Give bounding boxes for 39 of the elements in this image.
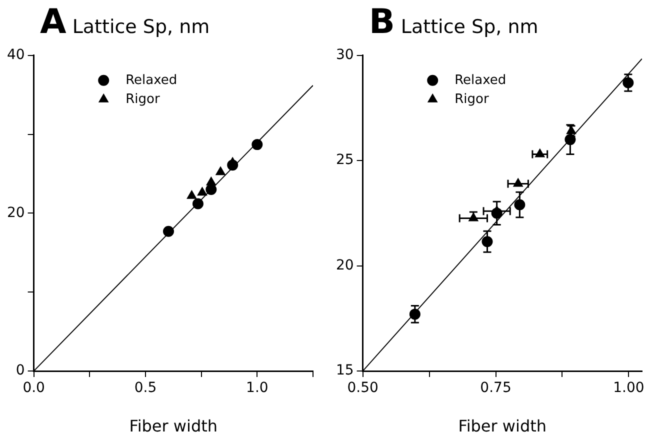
y-tick-label: 20 xyxy=(6,204,25,221)
chart-title: A Lattice Sp, nm xyxy=(39,1,211,44)
x-tick-label: 0.75 xyxy=(480,380,512,396)
y-tick-label: 20 xyxy=(336,257,354,274)
point xyxy=(622,77,634,88)
point xyxy=(566,126,576,134)
point xyxy=(491,208,502,219)
point xyxy=(409,308,420,320)
point xyxy=(192,198,204,210)
x-axis-title: Fiber width xyxy=(129,416,218,436)
y-tick-label: 40 xyxy=(6,47,25,64)
point xyxy=(514,199,526,210)
point xyxy=(162,226,174,237)
x-tick-label: 0.50 xyxy=(347,380,378,396)
point xyxy=(564,134,576,146)
legend-label: Relaxed xyxy=(454,72,506,88)
chart-title: B Lattice Sp, nm xyxy=(368,1,540,44)
point xyxy=(535,148,545,158)
y-tick-label: 30 xyxy=(336,47,354,64)
point xyxy=(513,178,523,187)
point xyxy=(197,187,208,196)
point xyxy=(206,184,217,196)
legend-label: Rigor xyxy=(454,92,490,107)
x-tick-label: 0.5 xyxy=(134,380,157,396)
point xyxy=(216,166,226,176)
legend-label: Rigor xyxy=(126,92,160,107)
point xyxy=(482,236,493,248)
x-tick-label: 0.0 xyxy=(22,380,45,396)
x-tick-label: 1.00 xyxy=(613,380,644,396)
x-axis-title: Fiber width xyxy=(458,416,547,436)
point xyxy=(468,212,478,222)
y-tick-label: 0 xyxy=(16,362,25,379)
point xyxy=(227,160,238,171)
y-tick-label: 25 xyxy=(336,152,354,168)
point xyxy=(252,139,263,150)
x-tick-label: 1.0 xyxy=(246,380,268,396)
y-tick-label: 15 xyxy=(336,362,354,379)
point xyxy=(186,190,197,199)
legend-label: Relaxed xyxy=(126,72,178,88)
